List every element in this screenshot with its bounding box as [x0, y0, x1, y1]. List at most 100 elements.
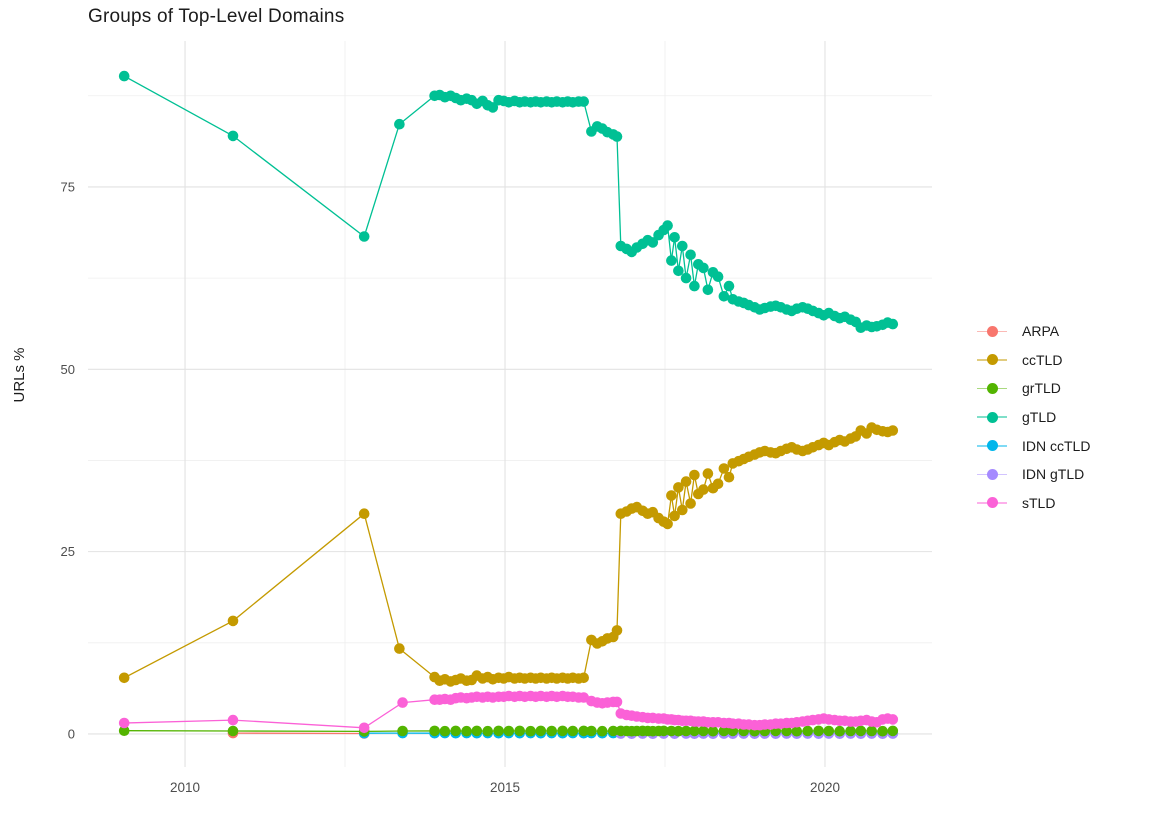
series-line [123, 426, 893, 683]
data-point [718, 463, 730, 474]
series-line [123, 75, 893, 329]
series-stld [118, 690, 899, 734]
legend-label: sTLD [1022, 494, 1056, 511]
legend-label: IDN gTLD [1022, 466, 1085, 483]
data-point [358, 722, 370, 734]
y-tick-label: 75 [61, 179, 75, 194]
data-point [712, 478, 724, 490]
data-point [685, 249, 696, 261]
legend-item-idn-cctld: IDN ccTLD [977, 431, 1162, 460]
legend-key [977, 410, 1007, 424]
data-point [689, 469, 700, 481]
data-point [718, 725, 730, 737]
data-point [834, 725, 845, 737]
data-point [611, 696, 623, 708]
gridlines-minor [88, 41, 932, 767]
data-point [429, 725, 440, 737]
legend-item-cctld: ccTLD [977, 346, 1162, 375]
data-point [698, 262, 709, 274]
data-point [227, 615, 239, 627]
y-tick-label: 50 [61, 362, 75, 377]
data-point [845, 725, 856, 737]
legend-key-dot [986, 440, 998, 452]
data-point [647, 237, 659, 248]
legend-item-arpa: ARPA [977, 317, 1162, 346]
data-point [877, 725, 888, 737]
data-point [723, 471, 735, 483]
data-point [611, 625, 623, 636]
data-point [118, 70, 130, 82]
data-point [227, 714, 239, 726]
data-point [685, 498, 696, 509]
data-point [887, 714, 899, 725]
data-point [677, 504, 688, 516]
data-point [718, 291, 730, 302]
data-point [673, 482, 684, 493]
data-point [887, 318, 899, 330]
data-point [813, 725, 824, 737]
data-point [823, 725, 835, 737]
data-point [802, 725, 813, 737]
data-point [658, 725, 669, 737]
data-point [567, 725, 579, 737]
legend-key-dot [986, 468, 998, 480]
legend: ARPA ccTLD grTLD gTLD IDN ccTLD IDN gTLD sTLD [977, 317, 1162, 517]
data-point [578, 96, 589, 107]
data-point [781, 725, 792, 737]
data-point [439, 725, 451, 737]
data-point [397, 697, 408, 708]
y-tick-label: 0 [68, 726, 75, 741]
data-point [358, 231, 370, 242]
gridlines-major [88, 41, 932, 767]
x-tick-label: 2015 [490, 780, 520, 795]
legend-label: grTLD [1022, 380, 1061, 397]
data-point [493, 725, 504, 737]
data-point [461, 725, 472, 737]
legend-key [977, 353, 1007, 367]
data-point [666, 255, 677, 266]
data-point [666, 490, 677, 501]
data-point [578, 725, 589, 737]
y-tick-label: 25 [61, 544, 75, 559]
data-point [669, 510, 680, 522]
data-point [680, 725, 692, 737]
legend-key-dot [986, 411, 998, 423]
data-point [578, 672, 589, 684]
series-gtld [118, 70, 899, 334]
data-point [723, 280, 735, 292]
data-point [546, 725, 557, 737]
legend-key-dot [986, 382, 998, 394]
data-point [791, 725, 803, 737]
legend-key [977, 467, 1007, 481]
data-point [514, 725, 525, 737]
legend-item-idn-gtld: IDN gTLD [977, 460, 1162, 489]
data-point [394, 643, 405, 654]
data-point [680, 272, 692, 284]
legend-label: ARPA [1022, 323, 1060, 340]
data-point [866, 725, 877, 737]
data-point [702, 284, 714, 296]
data-point [611, 131, 623, 142]
data-point [450, 725, 462, 737]
x-tick-label: 2020 [810, 780, 840, 795]
data-point [471, 725, 483, 737]
legend-label: ccTLD [1022, 351, 1063, 368]
data-point [597, 725, 608, 737]
legend-key [977, 496, 1007, 510]
data-point [227, 130, 239, 142]
data-point [535, 725, 547, 737]
data-point [503, 725, 515, 737]
data-point [680, 476, 692, 487]
data-point [698, 725, 709, 737]
legend-key [977, 324, 1007, 338]
legend-item-stld: sTLD [977, 489, 1162, 518]
legend-key [977, 381, 1007, 395]
series-arpa [227, 727, 370, 739]
data-point [662, 518, 673, 530]
data-point [698, 484, 709, 495]
data-point [689, 280, 700, 292]
data-point [227, 725, 239, 737]
legend-label: gTLD [1022, 409, 1057, 426]
